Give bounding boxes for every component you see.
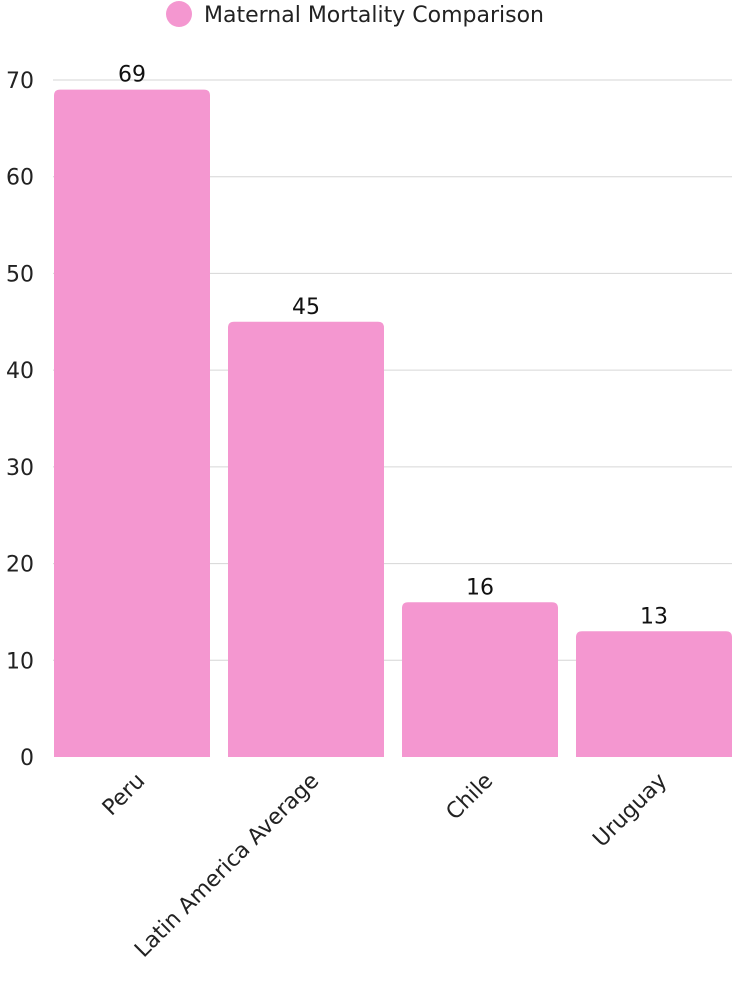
legend-label: Maternal Mortality Comparison (204, 3, 544, 28)
y-axis-ticks: 0 10 20 30 40 50 60 70 (6, 69, 34, 771)
value-label: 45 (292, 295, 320, 320)
bar (54, 89, 210, 757)
value-label: 69 (118, 63, 146, 88)
y-tick-label: 60 (6, 166, 34, 191)
y-tick-label: 20 (6, 553, 34, 578)
x-tick-label: Chile (442, 769, 499, 826)
bars (54, 89, 732, 757)
value-labels: 69 45 16 13 (118, 63, 668, 630)
x-tick-label: Uruguay (588, 769, 672, 853)
y-tick-label: 10 (6, 649, 34, 674)
x-tick-label: Peru (98, 769, 150, 821)
bar (576, 631, 732, 757)
value-label: 13 (640, 604, 668, 629)
y-tick-label: 30 (6, 456, 34, 481)
value-label: 16 (466, 575, 494, 600)
y-tick-label: 40 (6, 359, 34, 384)
legend: Maternal Mortality Comparison (166, 1, 544, 28)
y-tick-label: 70 (6, 69, 34, 94)
y-tick-label: 0 (20, 746, 34, 771)
x-tick-label: Latin America Average (130, 769, 324, 963)
bar (228, 321, 384, 757)
y-tick-label: 50 (6, 262, 34, 287)
legend-swatch (166, 1, 192, 27)
bar (402, 602, 558, 757)
